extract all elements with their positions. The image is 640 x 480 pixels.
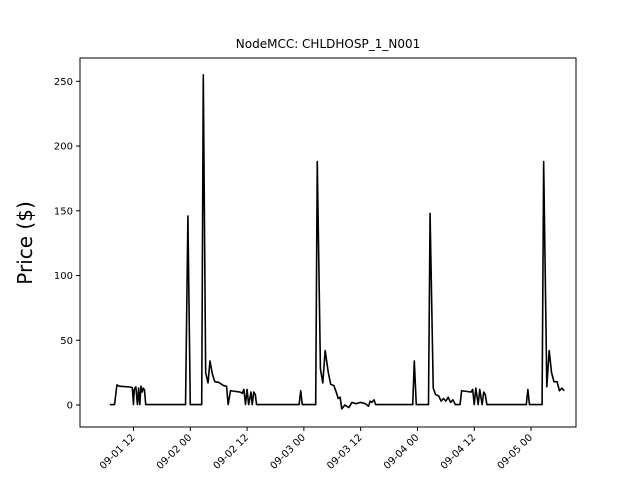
y-axis-label: Price ($): [13, 201, 37, 284]
x-tick-label: 09-03 00: [268, 432, 308, 472]
y-tick-label: 150: [54, 206, 73, 217]
chart-title: NodeMCC: CHLDHOSP_1_N001: [236, 37, 420, 51]
y-tick-label: 50: [60, 336, 73, 347]
x-tick-label: 09-04 12: [439, 432, 479, 472]
x-tick-label: 09-01 12: [98, 432, 138, 472]
y-tick-label: 250: [54, 77, 73, 88]
x-tick-label: 09-03 12: [325, 432, 365, 472]
y-tick-label: 100: [54, 271, 73, 282]
y-tick-label: 0: [67, 400, 73, 411]
x-tick-label: 09-02 00: [155, 432, 195, 472]
x-tick-label: 09-05 00: [496, 432, 536, 472]
series-line-0: [109, 74, 565, 410]
y-tick-label: 200: [54, 142, 73, 153]
x-tick-label: 09-02 12: [212, 432, 252, 472]
plot-area: 0 50 100 150 200 250 09-01 12 09-02 00 09-02 12 0…: [54, 57, 577, 472]
plot-frame: [79, 57, 577, 428]
x-tick-label: 09-04 00: [382, 432, 422, 472]
